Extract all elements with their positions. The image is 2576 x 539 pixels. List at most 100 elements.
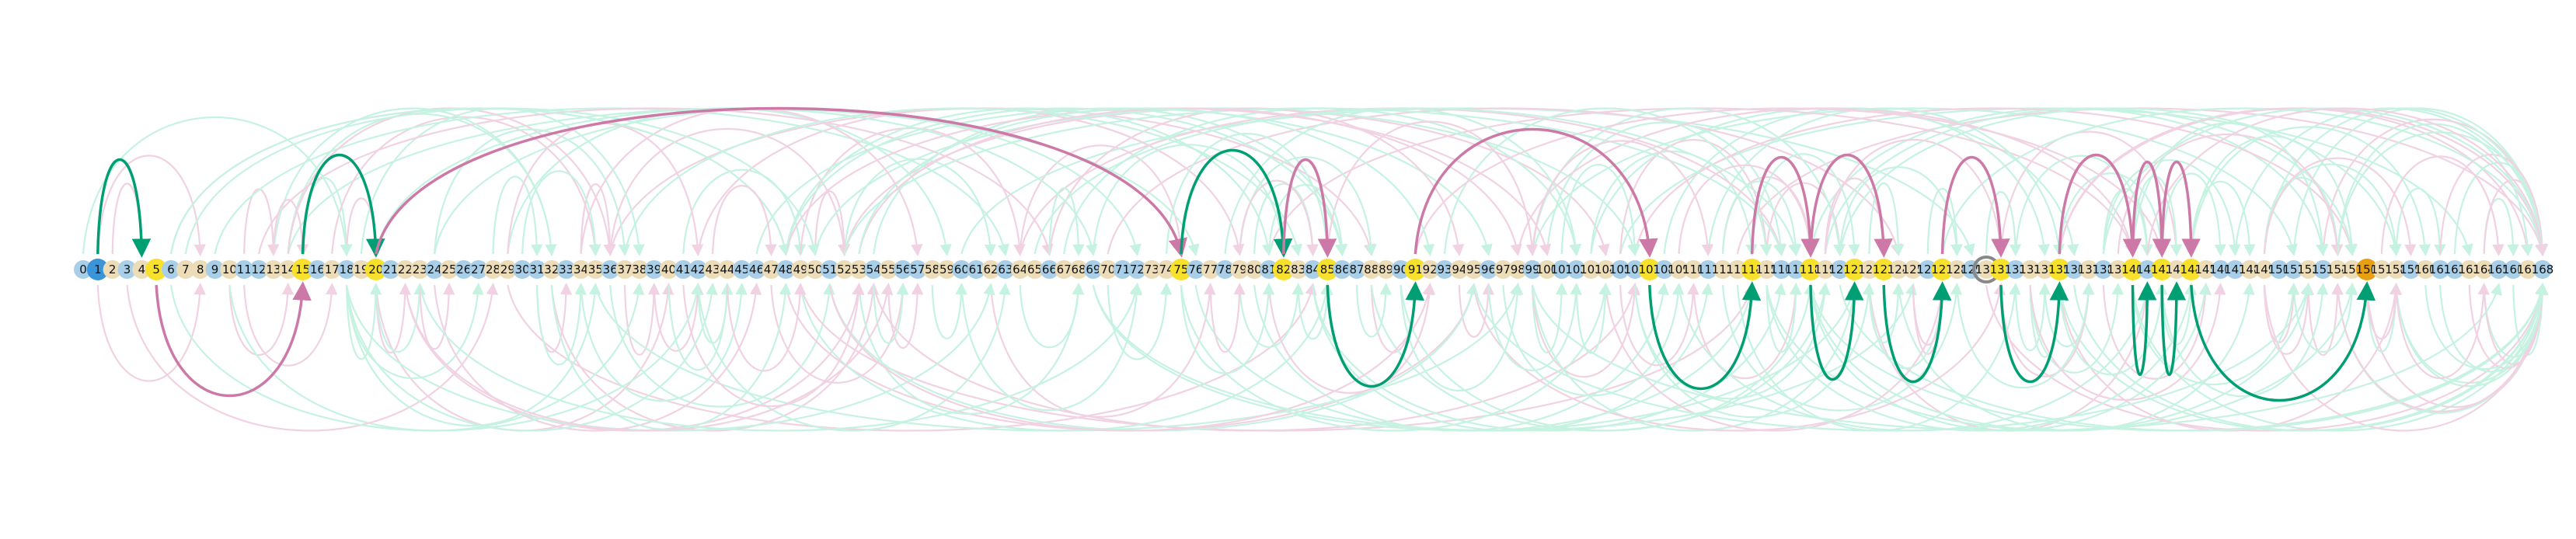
node-label: 5 (152, 263, 160, 276)
faint-edge (2424, 282, 2549, 370)
node-label: 153 (2312, 263, 2334, 276)
edge-82-85 (1282, 158, 1337, 258)
node-114: 114 (1741, 259, 1763, 280)
node-20: 20 (364, 259, 387, 280)
faint-edge (1267, 282, 1436, 395)
faint-edge (272, 199, 309, 257)
node-100: 100 (1536, 260, 1559, 279)
node-138: 138 (2093, 260, 2114, 279)
node-marker (1684, 260, 1703, 279)
node-label: 165 (2487, 263, 2510, 276)
faint-edge (887, 282, 924, 349)
node-label: 146 (2209, 263, 2232, 276)
node-marker (1931, 259, 1954, 280)
faint-edge (96, 155, 206, 257)
node-166: 166 (2502, 260, 2525, 279)
node-label: 65 (1027, 263, 1042, 276)
node-marker (967, 260, 986, 279)
node-69: 69 (1083, 260, 1103, 279)
node-label: 45 (734, 263, 749, 276)
node-97: 97 (1494, 260, 1513, 279)
node-85: 85 (1316, 259, 1339, 280)
faint-edge (419, 282, 1142, 432)
faint-edge (2263, 282, 2314, 355)
node-167: 167 (2517, 260, 2539, 279)
node-11: 11 (235, 260, 254, 279)
node-64: 64 (1010, 260, 1030, 279)
edge-135-140 (2058, 154, 2142, 258)
node-marker (1449, 260, 1469, 279)
faint-edge (1209, 282, 1246, 353)
node-marker (381, 260, 400, 279)
node-marker (1435, 260, 1455, 279)
faint-edge (169, 282, 703, 432)
node-79: 79 (1230, 260, 1250, 279)
faint-edge (2365, 282, 2403, 340)
node-marker (732, 260, 751, 279)
faint-edge (858, 107, 1522, 257)
faint-edge (1531, 282, 1641, 378)
node-label: 86 (1335, 263, 1350, 276)
node-60: 60 (952, 260, 971, 279)
node-marker (2035, 260, 2055, 279)
node-label: 37 (618, 263, 633, 276)
node-marker (2020, 260, 2040, 279)
faint-edge (2058, 107, 2533, 257)
edge-114-118 (1750, 155, 1820, 258)
node-label: 21 (383, 263, 398, 276)
edge-123-127 (1882, 281, 1952, 384)
faint-edge (873, 282, 909, 344)
node-marker (1786, 260, 1806, 279)
node-22: 22 (396, 260, 415, 279)
faint-edge (434, 282, 762, 432)
faint-edge (1019, 282, 1085, 349)
node-label: 57 (910, 263, 925, 276)
node-label: 17 (325, 263, 340, 276)
node-80: 80 (1245, 260, 1264, 279)
node-label: 142 (2151, 263, 2173, 276)
node-marker (205, 260, 225, 279)
node-marker (2151, 259, 2173, 280)
node-label: 82 (1276, 263, 1291, 276)
faint-edge (1633, 282, 1831, 400)
node-163: 163 (2458, 260, 2480, 279)
node-label: 168 (2532, 263, 2554, 276)
node-label: 66 (1042, 263, 1057, 276)
node-marker (1889, 260, 1908, 279)
node-marker (513, 260, 532, 279)
node-marker (1947, 260, 1967, 279)
node-marker (2048, 259, 2071, 280)
node-label: 109 (1668, 263, 1690, 276)
node-label: 107 (1638, 263, 1661, 276)
node-marker (2401, 260, 2421, 279)
node-148: 148 (2239, 260, 2261, 279)
node-21: 21 (381, 260, 400, 279)
node-label: 131 (1990, 263, 2013, 276)
node-marker (1288, 260, 1308, 279)
node-label: 81 (1261, 263, 1276, 276)
faint-edge (2439, 282, 2549, 373)
node-145: 145 (2194, 260, 2217, 279)
faint-edge (2263, 157, 2417, 257)
node-label: 110 (1682, 263, 1705, 276)
node-83: 83 (1288, 260, 1308, 279)
edge-127-131 (1940, 155, 2010, 258)
node-label: 11 (237, 263, 252, 276)
node-marker (1128, 260, 1147, 279)
faint-edge (521, 170, 601, 257)
node-14: 14 (278, 260, 298, 279)
node-162: 162 (2444, 260, 2466, 279)
node-marker (995, 260, 1015, 279)
node-65: 65 (1025, 260, 1044, 279)
node-23: 23 (410, 260, 430, 279)
node-marker (776, 260, 796, 279)
node-33: 33 (556, 260, 576, 279)
node-label: 67 (1057, 263, 1072, 276)
node-marker (439, 260, 458, 279)
faint-edge (2395, 187, 2446, 257)
node-label: 128 (1946, 263, 1968, 276)
node-label: 100 (1536, 263, 1559, 276)
faint-edge (1868, 282, 1948, 370)
node-76: 76 (1186, 260, 1205, 279)
node-36: 36 (601, 260, 620, 279)
